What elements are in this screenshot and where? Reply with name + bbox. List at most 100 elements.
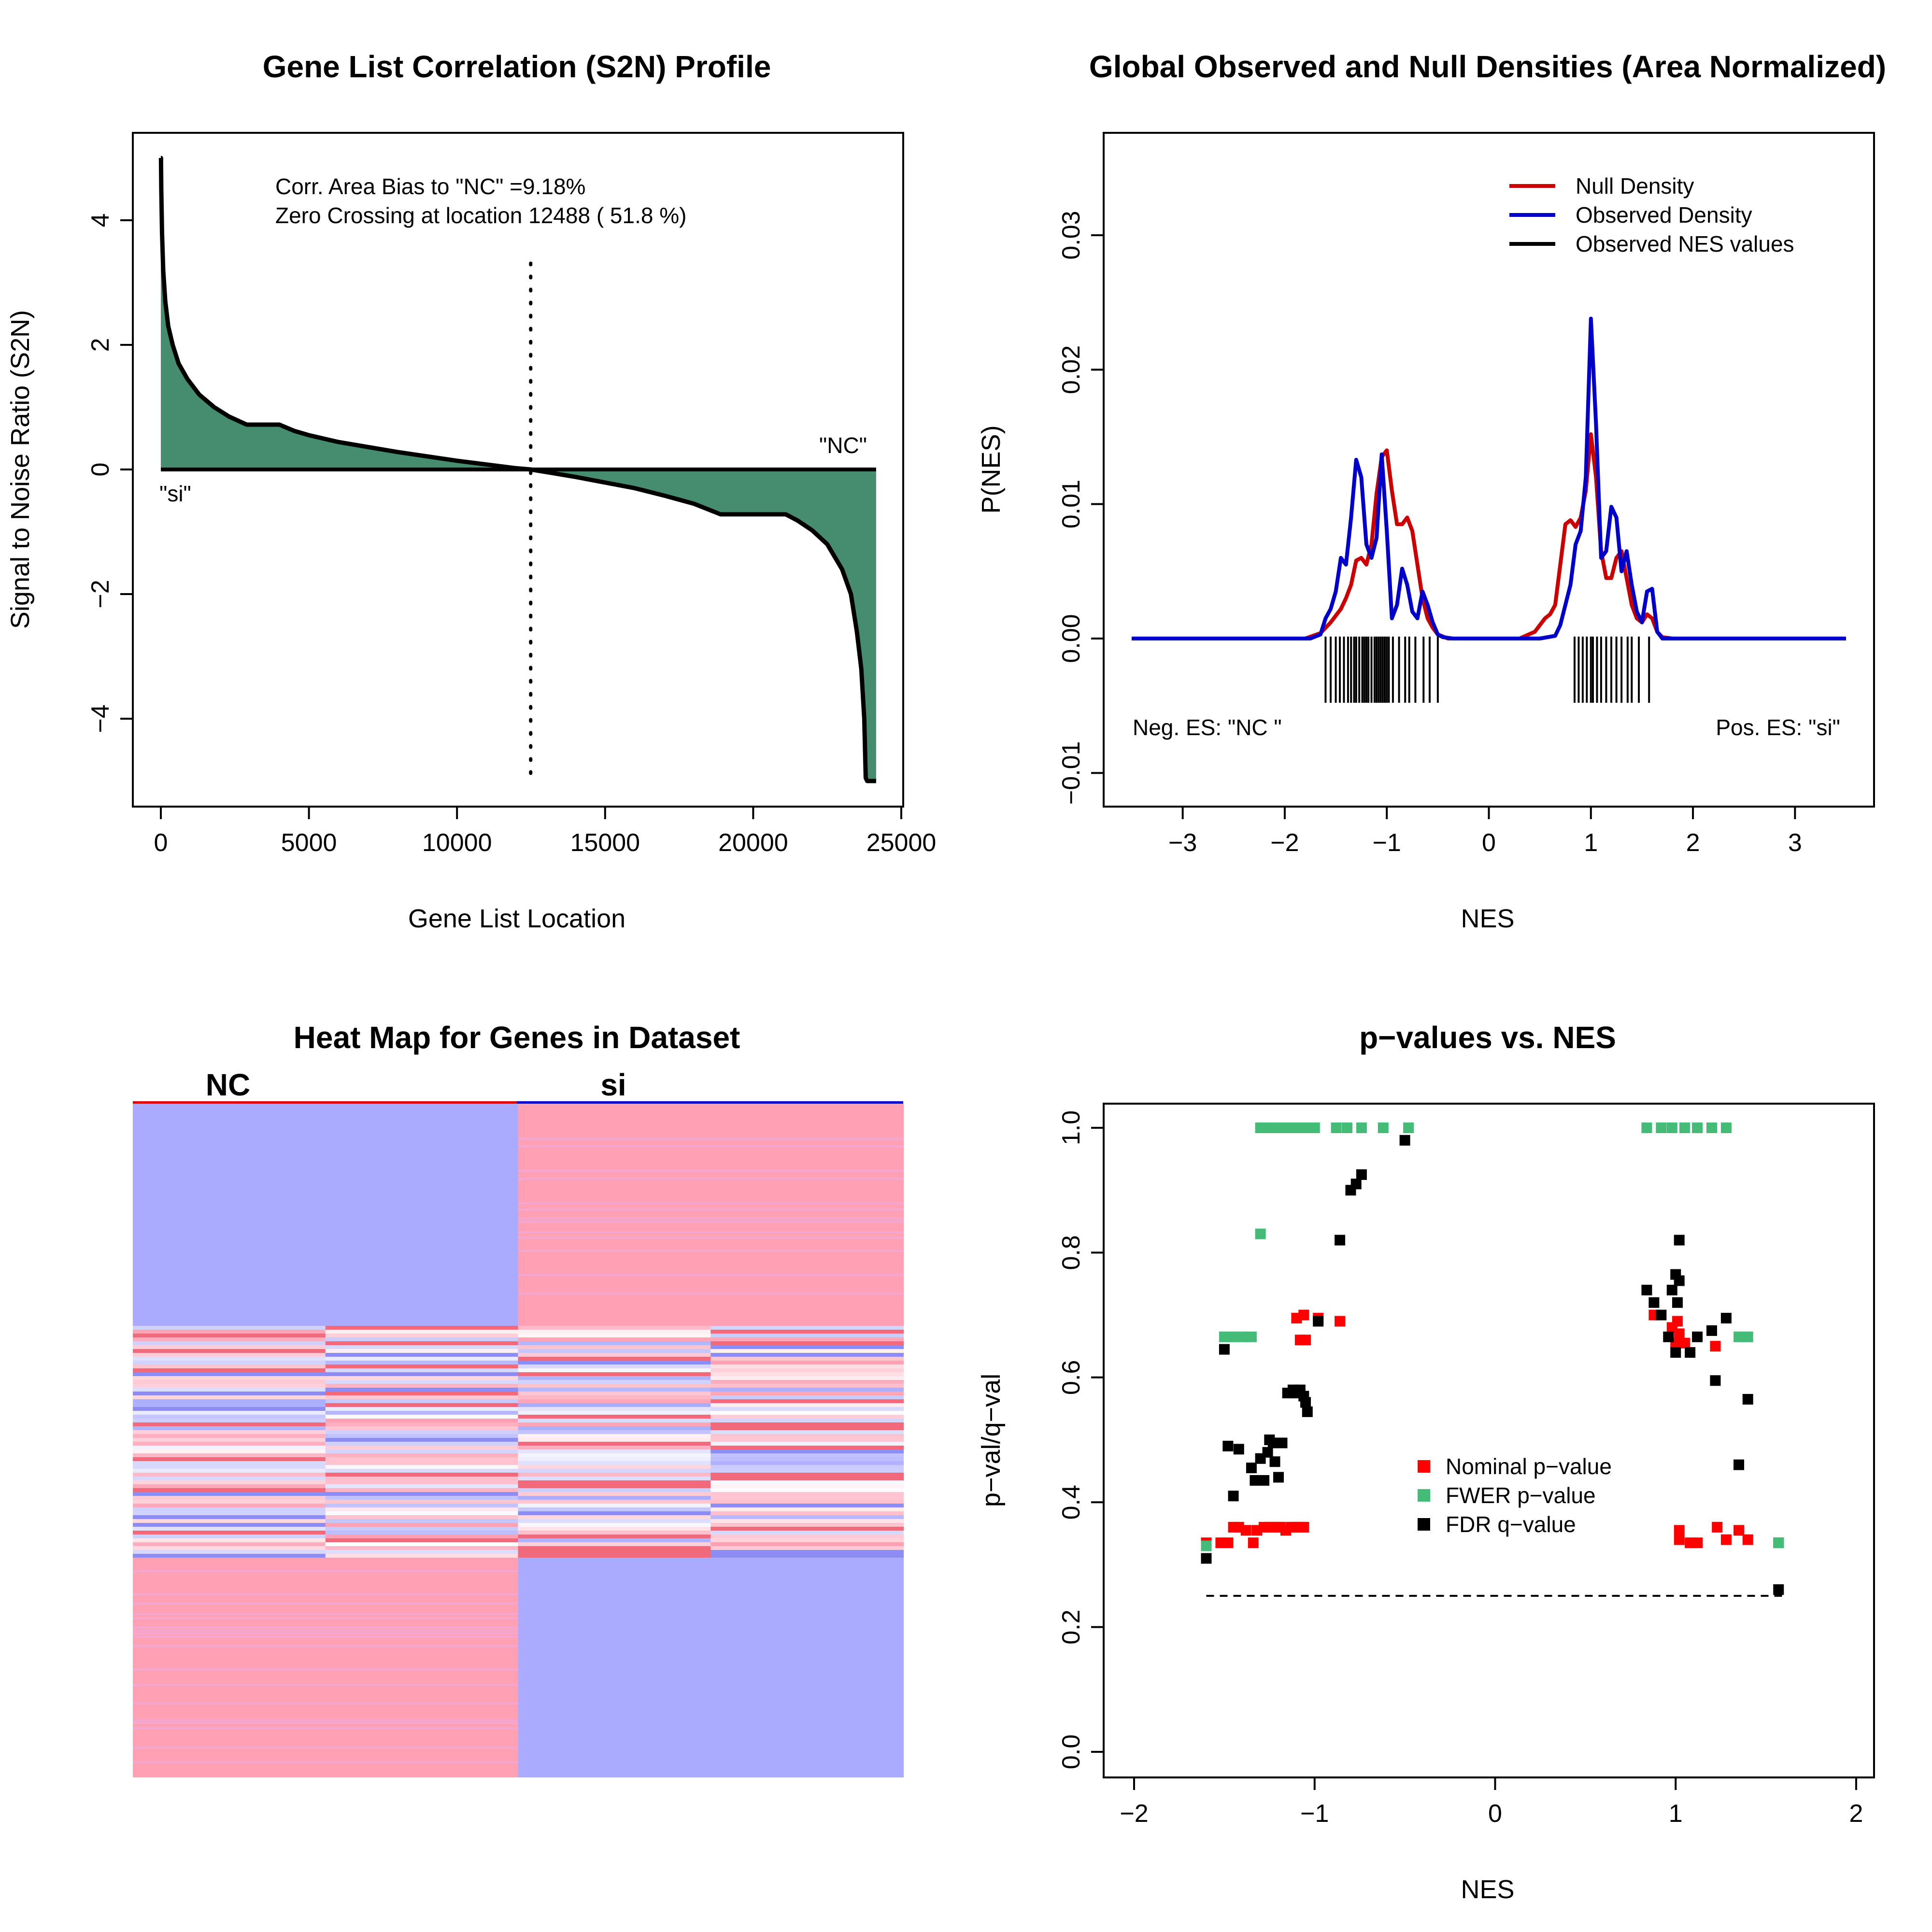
heatmap-cell — [710, 1388, 904, 1392]
heatmap-cell — [133, 1473, 326, 1477]
heatmap-cell — [325, 1473, 519, 1477]
heatmap-cell — [325, 1449, 519, 1454]
legend-label-observed-density: Observed Density — [1576, 202, 1752, 227]
heatmap-cell — [133, 1407, 326, 1411]
heatmap-cell — [518, 1388, 711, 1392]
heatmap-grid — [133, 1104, 904, 1777]
heatmap-cell — [518, 1392, 711, 1396]
fdr-q-point — [1670, 1347, 1681, 1358]
heatmap-stripe — [518, 1137, 903, 1140]
heatmap-cell — [325, 1330, 519, 1334]
heatmap-cell — [133, 1446, 326, 1450]
heatmap-cell — [325, 1438, 519, 1442]
fwer-p-point — [1246, 1331, 1257, 1342]
heatmap-cell — [710, 1523, 904, 1527]
heatmap-cell — [518, 1415, 711, 1419]
heatmap-stripe — [133, 1645, 518, 1648]
heatmap-cell — [518, 1519, 711, 1523]
panel1-x-tick-label: 20000 — [718, 829, 788, 857]
heatmap-cell — [325, 1538, 519, 1543]
panel1-y-tick-label: 4 — [86, 213, 114, 227]
heatmap-cell — [518, 1477, 711, 1481]
heatmap-cell — [133, 1392, 326, 1396]
legend-label-fdr-q: FDR q−value — [1446, 1512, 1576, 1537]
heatmap-stripe — [133, 1635, 518, 1638]
fwer-p-point — [1255, 1228, 1266, 1239]
panel1-y-tick-label: 0 — [86, 463, 114, 477]
heatmap-cell — [133, 1422, 326, 1427]
panel2-x-tick-label: −1 — [1373, 829, 1401, 857]
panel4-x-axis-label: NES — [1461, 1875, 1514, 1904]
heatmap-cell — [518, 1550, 711, 1554]
fdr-q-point — [1246, 1463, 1257, 1474]
heatmap-cell — [518, 1422, 711, 1427]
fwer-p-point — [1219, 1331, 1230, 1342]
heatmap-cell — [325, 1507, 519, 1512]
heatmap-cell — [710, 1449, 904, 1454]
heatmap-cell — [518, 1345, 711, 1350]
heatmap-cell — [133, 1330, 326, 1334]
panel1-plot-area — [158, 156, 876, 787]
nominal-p-point — [1733, 1525, 1745, 1536]
heatmap-cell — [133, 1457, 326, 1462]
heatmap-stripe — [133, 1593, 518, 1595]
heatmap-cell — [518, 1330, 711, 1334]
panel1-y-axis-label: Signal to Noise Ratio (S2N) — [6, 310, 35, 629]
panel4-y-tick-label: 0.6 — [1057, 1360, 1085, 1395]
heatmap-cell — [325, 1546, 519, 1550]
heatmap-cell — [518, 1515, 711, 1520]
panel1-title: Gene List Correlation (S2N) Profile — [263, 49, 771, 84]
nominal-p-point — [1222, 1537, 1234, 1548]
heatmap-cell — [518, 1104, 711, 1326]
heatmap-cell — [133, 1361, 326, 1365]
heatmap-stripe — [133, 1617, 518, 1619]
nominal-p-point — [1674, 1328, 1685, 1339]
heatmap-group-label-si: si — [600, 1067, 626, 1102]
heatmap-cell — [133, 1368, 326, 1373]
panel2-label-neg-es: Neg. ES: "NC " — [1133, 715, 1282, 740]
heatmap-cell — [518, 1384, 711, 1388]
heatmap-group-label-nc: NC — [206, 1067, 250, 1102]
panel4-y-tick-label: 0.8 — [1057, 1235, 1085, 1270]
heatmap-cell — [518, 1357, 711, 1361]
heatmap-cell — [325, 1388, 519, 1392]
panel2-y-tick-label: 0.01 — [1057, 480, 1085, 528]
heatmap-stripe — [518, 1231, 903, 1234]
fdr-q-point — [1350, 1179, 1362, 1190]
heatmap-cell — [325, 1364, 519, 1369]
fdr-q-point — [1710, 1375, 1721, 1386]
heatmap-cell — [710, 1457, 904, 1462]
heatmap-cell — [133, 1554, 326, 1558]
heatmap-cell — [133, 1442, 326, 1446]
heatmap-cell — [133, 1419, 326, 1423]
heatmap-cell — [710, 1399, 904, 1404]
heatmap-cell — [710, 1403, 904, 1407]
heatmap-cell — [325, 1415, 519, 1419]
fdr-q-point — [1720, 1313, 1732, 1324]
heatmap-cell — [710, 1442, 904, 1446]
fdr-q-point — [1742, 1394, 1753, 1405]
heatmap-cell — [710, 1384, 904, 1388]
heatmap-cell — [133, 1542, 326, 1547]
heatmap-cell — [325, 1419, 519, 1423]
legend-label-observed-nes: Observed NES values — [1576, 231, 1794, 256]
fdr-q-point — [1674, 1275, 1685, 1286]
panel4-x-tick-label: 1 — [1669, 1800, 1683, 1828]
heatmap-cell — [133, 1384, 326, 1388]
heatmap-cell — [518, 1511, 711, 1516]
fdr-q-point — [1313, 1316, 1324, 1327]
heatmap-stripe — [133, 1684, 518, 1686]
heatmap-cell — [710, 1519, 904, 1523]
heatmap-cell — [710, 1473, 904, 1477]
panel2-x-tick-label: 3 — [1788, 829, 1802, 857]
fdr-q-point — [1706, 1325, 1717, 1336]
legend-label-fwer-p: FWER p−value — [1446, 1483, 1596, 1508]
heatmap-cell — [133, 1403, 326, 1407]
panel4-y-tick-label: 0.2 — [1057, 1609, 1085, 1644]
heatmap-cell — [325, 1392, 519, 1396]
fwer-p-point — [1237, 1331, 1248, 1342]
heatmap-cell — [710, 1330, 904, 1334]
heatmap-cell — [518, 1534, 711, 1539]
heatmap-cell — [710, 1426, 904, 1431]
heatmap-cell — [325, 1349, 519, 1353]
